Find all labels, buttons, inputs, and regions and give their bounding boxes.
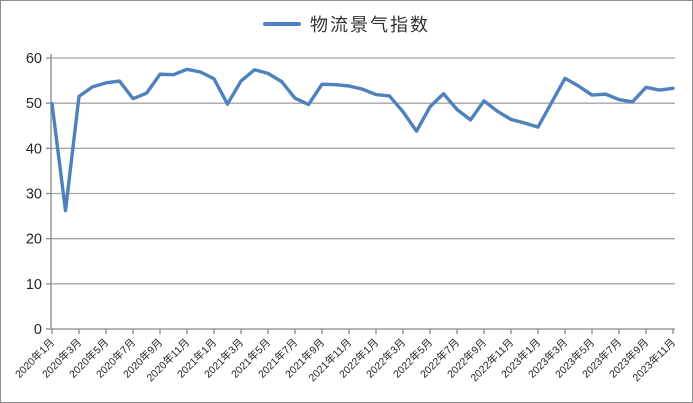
- chart-legend: 物流景气指数: [1, 11, 692, 37]
- y-tick-label: 60: [26, 51, 42, 67]
- y-tick-label: 10: [26, 277, 42, 293]
- series-line: [50, 67, 675, 213]
- y-tick-label: 50: [26, 96, 42, 112]
- legend-label: 物流景气指数: [310, 15, 430, 35]
- y-tick-label: 30: [26, 187, 42, 203]
- y-tick-label: 40: [26, 141, 42, 157]
- y-tick-label: 20: [26, 232, 42, 248]
- legend-line-sample: [263, 22, 301, 26]
- y-tick-label: 0: [34, 322, 42, 338]
